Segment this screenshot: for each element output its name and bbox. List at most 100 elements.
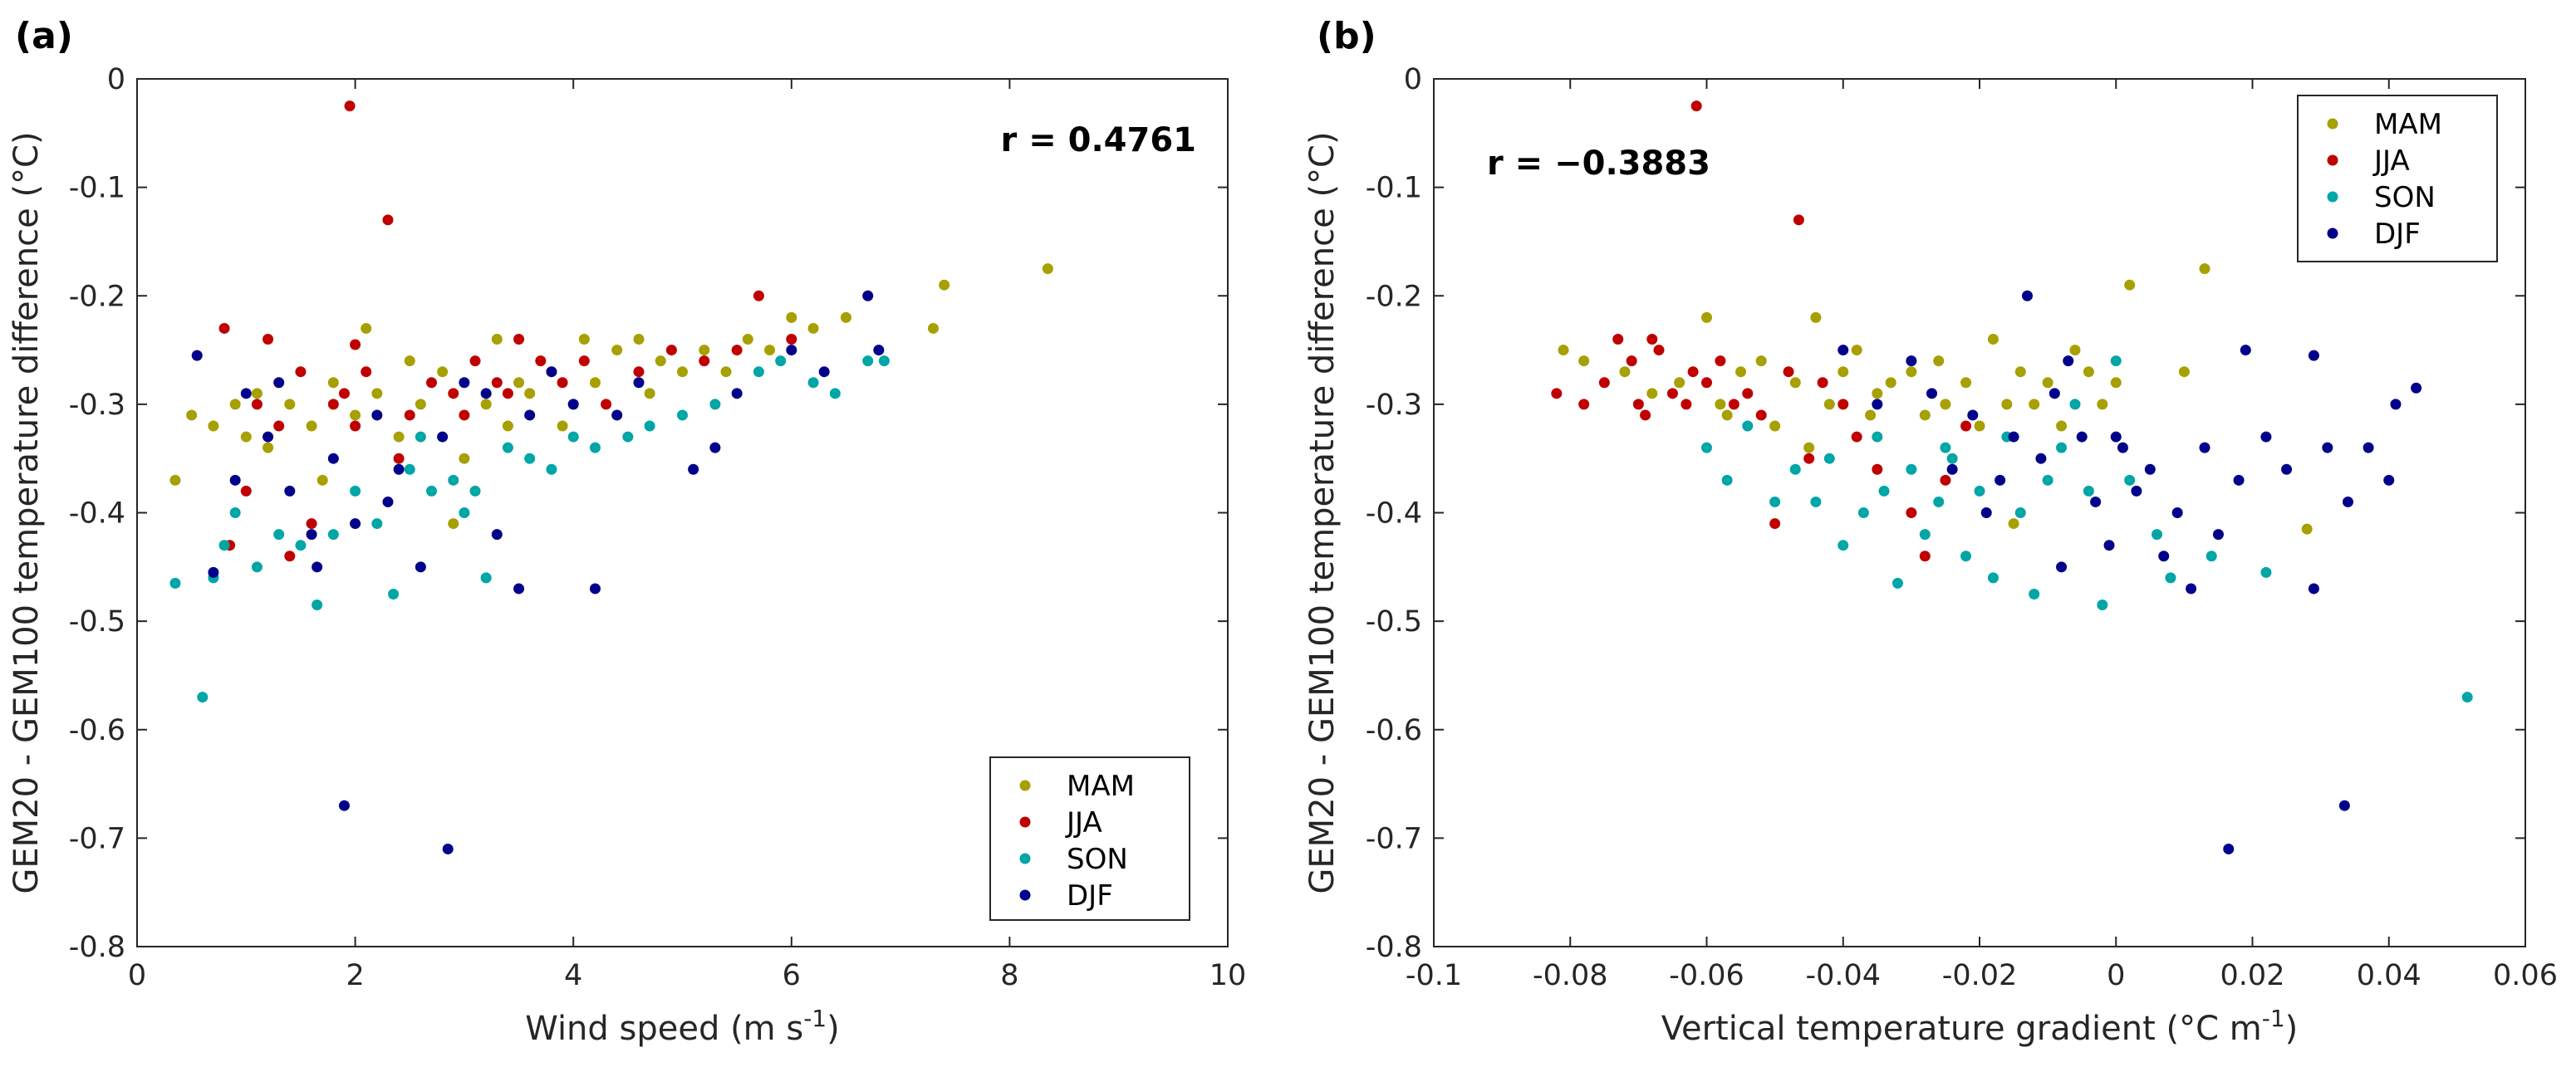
data-point (862, 355, 874, 367)
data-point (2049, 388, 2060, 399)
data-point (633, 366, 645, 378)
data-point (2301, 523, 2313, 535)
data-point (2103, 540, 2115, 551)
data-point (1681, 399, 1692, 410)
data-point (2152, 529, 2163, 541)
data-point (437, 431, 449, 443)
data-point (1906, 366, 1917, 378)
data-point (393, 463, 405, 475)
data-point (1789, 377, 1801, 389)
data-point (263, 431, 274, 443)
data-point (2008, 518, 2019, 530)
data-point (862, 290, 874, 301)
data-point (393, 431, 405, 443)
data-point (807, 322, 819, 334)
data-point (169, 474, 181, 486)
y-axis-label: GEM20 - GEM100 temperature difference (°… (1303, 131, 1342, 893)
data-point (1838, 399, 1849, 410)
data-point (1715, 399, 1726, 410)
data-point (1690, 100, 1702, 112)
data-point (415, 561, 426, 573)
data-point (1823, 399, 1835, 410)
data-point (1619, 366, 1631, 378)
data-point (786, 334, 797, 345)
data-point (2042, 474, 2053, 486)
data-point (251, 561, 263, 573)
data-point (350, 339, 361, 350)
chart-panel-b: -0.1 -0.08 -0.06 -0.04 -0.02 0 0.02 0.04 0.06 0 -0… (1303, 15, 2558, 1048)
data-point (2056, 420, 2068, 432)
data-point (524, 453, 536, 464)
data-point (2260, 431, 2272, 443)
legend-label: DJF (1067, 879, 1113, 913)
data-point (731, 388, 743, 399)
x-tick-label: 0 (128, 959, 146, 992)
data-point (388, 588, 400, 600)
data-point (818, 366, 830, 378)
data-point (2240, 345, 2251, 356)
data-point (327, 529, 339, 541)
data-point (502, 388, 513, 399)
y-tick-label: -0.6 (1366, 714, 1422, 747)
data-point (2260, 566, 2272, 578)
data-point (873, 345, 885, 356)
x-tick-label: 0.06 (2493, 959, 2558, 992)
data-point (273, 529, 285, 541)
series-djf (191, 290, 885, 854)
data-point (1701, 311, 1712, 323)
data-point (2110, 377, 2122, 389)
data-point (316, 474, 328, 486)
data-point (2223, 843, 2235, 854)
data-point (709, 399, 721, 410)
data-point (1960, 377, 1972, 389)
data-point (312, 600, 323, 611)
correlation-annotation: r = −0.3883 (1487, 144, 1710, 183)
data-point (1987, 334, 1999, 345)
data-point (306, 420, 317, 432)
data-point (327, 399, 339, 410)
data-point (1906, 507, 1917, 518)
data-point (344, 100, 356, 112)
data-point (327, 453, 339, 464)
data-point (2206, 551, 2217, 562)
data-point (1995, 474, 2006, 486)
data-point (502, 420, 513, 432)
data-point (1578, 355, 1590, 367)
data-point (633, 377, 645, 389)
data-point (448, 518, 459, 530)
panel-label: (a) (15, 15, 73, 57)
x-tick-label: 0.04 (2357, 959, 2421, 992)
data-point (1926, 388, 1938, 399)
data-point (442, 843, 454, 854)
chart-panel-a: 0 2 4 6 8 10 0 -0.1 -0.2 -0.3 -0.4 -0.5 -0.6 -0.7 -0.8… (7, 15, 1246, 1048)
data-point (2322, 442, 2333, 453)
data-point (589, 583, 601, 595)
data-point (927, 322, 939, 334)
data-point (1626, 355, 1637, 367)
data-point (1810, 311, 1822, 323)
y-tick-label: -0.1 (1366, 172, 1422, 205)
data-point (1715, 355, 1726, 367)
data-point (284, 485, 296, 497)
data-point (1933, 355, 1945, 367)
y-tick-label: -0.4 (69, 497, 125, 531)
data-point (2110, 431, 2122, 443)
data-point (1701, 442, 1712, 453)
data-point (2131, 485, 2142, 497)
data-point (459, 453, 470, 464)
y-tick-label: -0.3 (1366, 389, 1422, 422)
data-point (1919, 529, 1931, 541)
data-point (1851, 431, 1862, 443)
data-point (415, 431, 426, 443)
data-point (1674, 377, 1685, 389)
x-tick-label: -0.1 (1406, 959, 1462, 992)
data-point (546, 366, 557, 378)
y-tick-label: -0.6 (69, 714, 125, 747)
legend-marker (1019, 780, 1031, 791)
data-point (273, 377, 285, 389)
y-tick-label: -0.7 (1366, 822, 1422, 855)
data-point (197, 692, 209, 703)
data-point (2001, 399, 2013, 410)
data-point (2338, 800, 2350, 811)
legend-marker (1019, 889, 1031, 901)
